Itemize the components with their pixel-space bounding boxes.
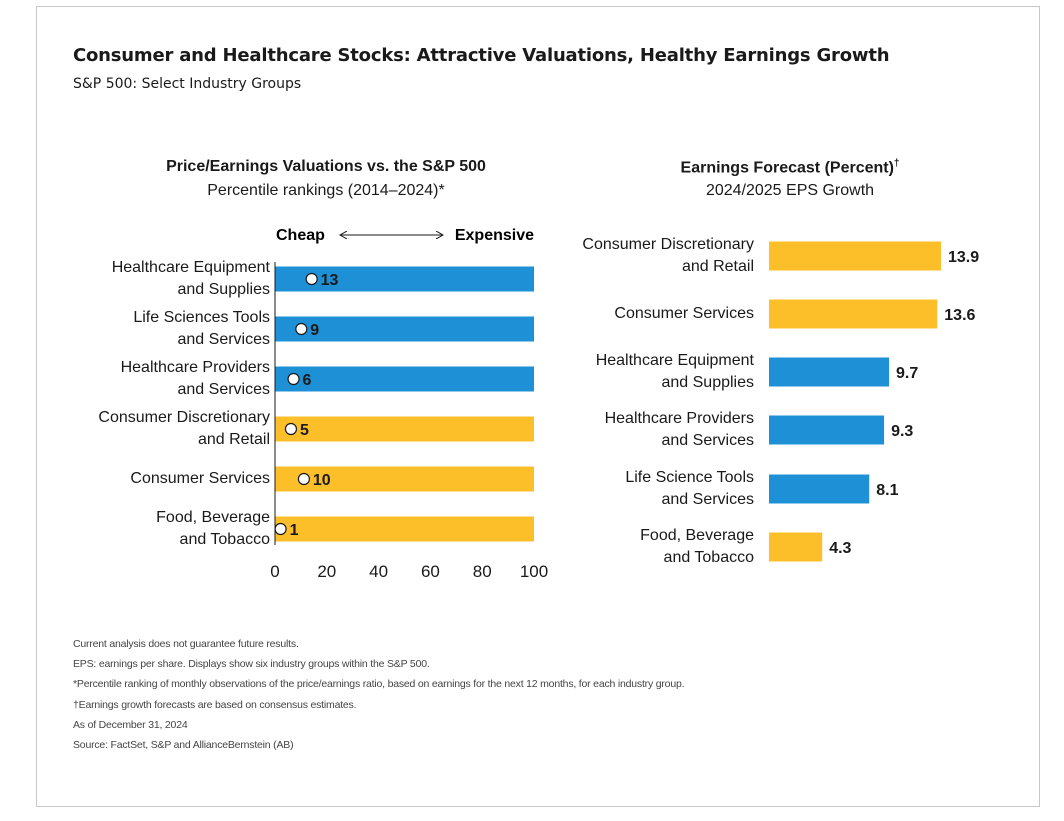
- left-chart-title: Price/Earnings Valuations vs. the S&P 50…: [166, 158, 486, 175]
- eps-value-label: 9.7: [896, 365, 918, 382]
- pe-value-label: 9: [310, 322, 319, 339]
- eps-value-label: 4.3: [829, 540, 851, 557]
- pe-category-label: Food, Beverage and Tobacco: [156, 509, 270, 548]
- pe-x-tick-label: 20: [317, 562, 336, 581]
- pe-bar: [275, 466, 534, 492]
- pe-category-label: Consumer Services: [130, 470, 270, 487]
- pe-category-label: Healthcare Providers and Services: [120, 359, 270, 398]
- pe-marker: [305, 272, 318, 286]
- cheap-label: Cheap: [276, 227, 325, 244]
- footnote-line: *Percentile ranking of monthly observati…: [73, 678, 685, 691]
- eps-value-label: 13.6: [944, 307, 975, 324]
- eps-bar: [769, 474, 870, 504]
- page-title: Consumer and Healthcare Stocks: Attracti…: [73, 45, 890, 66]
- footnote-line: Source: FactSet, S&P and AllianceBernste…: [73, 738, 294, 751]
- pe-x-tick-label: 80: [473, 562, 492, 581]
- chart-frame: [36, 6, 1040, 807]
- right-chart-title: Earnings Forecast (Percent)†: [640, 158, 940, 177]
- pe-marker: [287, 372, 300, 386]
- expensive-label: Expensive: [455, 227, 534, 244]
- pe-value-label: 13: [321, 272, 339, 289]
- pe-marker: [274, 522, 287, 536]
- eps-category-label: Consumer Discretionary and Retail: [582, 236, 754, 275]
- pe-marker: [295, 322, 308, 336]
- right-chart-title-text: Earnings Forecast (Percent): [680, 159, 894, 177]
- pe-x-tick-label: 100: [520, 562, 548, 581]
- pe-bar: [275, 366, 534, 392]
- eps-value-label: 13.9: [948, 249, 979, 266]
- left-chart-subtitle: Percentile rankings (2014–2024)*: [207, 182, 445, 199]
- eps-bar: [769, 532, 823, 562]
- pe-bar: [275, 416, 534, 442]
- pe-x-tick-label: 0: [270, 562, 279, 581]
- pe-value-label: 5: [300, 422, 309, 439]
- footnote-line: †Earnings growth forecasts are based on …: [73, 698, 357, 711]
- pe-bar: [275, 316, 534, 342]
- pe-x-tick-label: 60: [421, 562, 440, 581]
- pe-category-label: Consumer Discretionary and Retail: [98, 409, 270, 448]
- pe-marker: [284, 422, 298, 436]
- pe-bar: [275, 266, 534, 292]
- eps-value-label: 9.3: [891, 423, 913, 440]
- eps-category-label: Food, Beverage and Tobacco: [640, 527, 754, 566]
- eps-category-label: Life Science Tools and Services: [625, 469, 754, 508]
- footnote-line: As of December 31, 2024: [73, 718, 188, 731]
- footnote-line: EPS: earnings per share. Displays show s…: [73, 658, 430, 671]
- eps-value-label: 8.1: [876, 482, 898, 499]
- pe-value-label: 1: [290, 522, 299, 539]
- footnotes: Current analysis does not guarantee futu…: [73, 636, 685, 757]
- pe-category-label: Life Sciences Tools and Services: [133, 309, 270, 348]
- eps-bar: [769, 241, 941, 271]
- pe-bar: [275, 516, 534, 542]
- pe-marker: [297, 472, 310, 486]
- page-subtitle: S&P 500: Select Industry Groups: [73, 76, 302, 92]
- eps-category-label: Consumer Services: [614, 305, 754, 322]
- eps-bar: [769, 357, 890, 387]
- eps-bar: [769, 415, 885, 445]
- pe-value-label: 10: [313, 472, 331, 489]
- pe-value-label: 6: [303, 372, 312, 389]
- eps-category-label: Healthcare Providers and Services: [604, 410, 754, 449]
- right-chart-subtitle: 2024/2025 EPS Growth: [705, 182, 875, 199]
- eps-bar: [769, 299, 938, 329]
- eps-category-label: Healthcare Equipment and Supplies: [595, 352, 754, 391]
- dagger-mark: †: [893, 158, 900, 169]
- pe-category-label: Healthcare Equipment and Supplies: [111, 259, 270, 298]
- pe-x-tick-label: 40: [369, 562, 388, 581]
- footnote-line: Current analysis does not guarantee futu…: [73, 638, 299, 650]
